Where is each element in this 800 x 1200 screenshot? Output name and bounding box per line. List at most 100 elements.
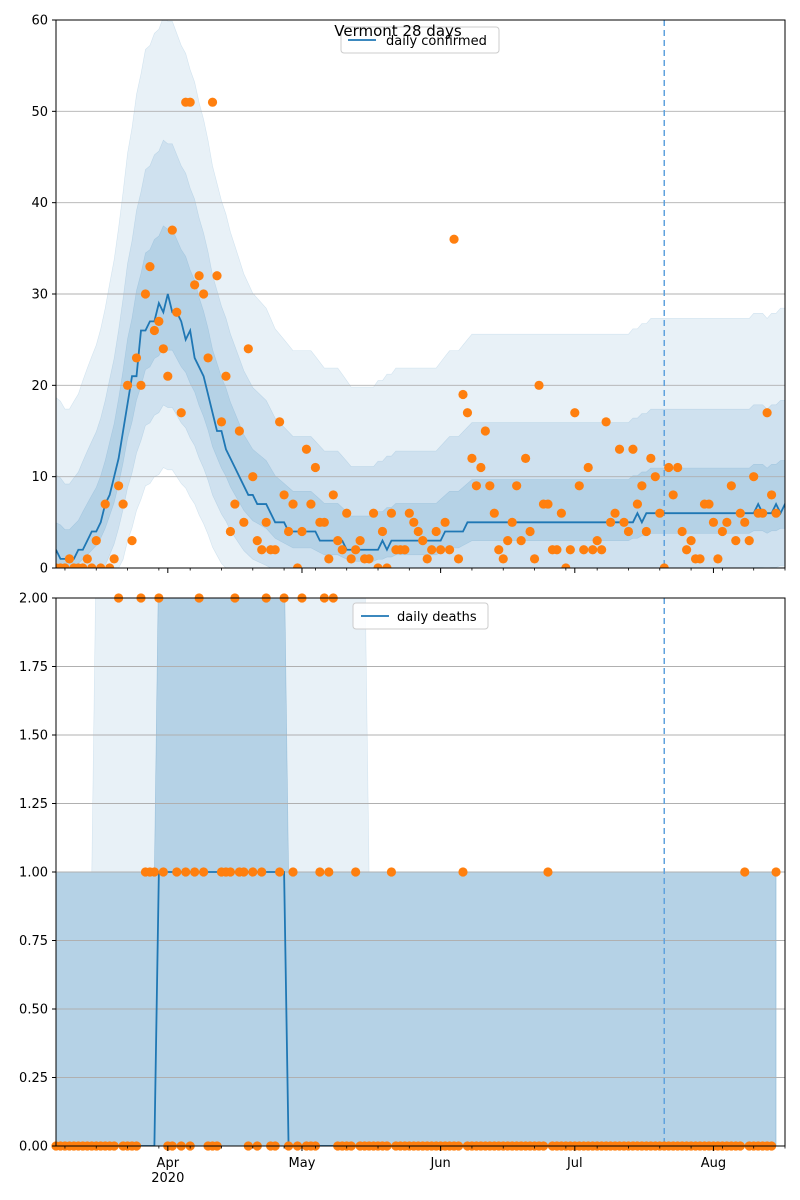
observed-point	[485, 481, 495, 491]
observed-point	[534, 380, 544, 390]
observed-point	[239, 867, 249, 877]
observed-point	[306, 499, 316, 509]
observed-point	[355, 536, 365, 546]
observed-point	[771, 508, 781, 518]
observed-point	[351, 545, 361, 555]
observed-point	[239, 517, 249, 527]
observed-point	[257, 545, 267, 555]
y-tick-label: 0.50	[19, 1003, 48, 1018]
deaths-legend: daily deaths	[352, 602, 489, 630]
observed-point	[722, 517, 732, 527]
x-tick-label: May	[289, 1156, 316, 1171]
observed-point	[230, 499, 240, 509]
observed-point	[704, 499, 714, 509]
observed-point	[404, 508, 414, 518]
observed-point	[623, 526, 634, 537]
observed-point	[409, 517, 419, 527]
chart-title: Vermont 28 days	[334, 22, 462, 40]
observed-point	[342, 508, 352, 518]
observed-point	[212, 271, 222, 281]
y-tick-label: 0.00	[19, 1140, 48, 1155]
observed-point	[458, 389, 468, 400]
observed-point	[198, 289, 209, 299]
observed-point	[646, 453, 656, 463]
observed-point	[64, 554, 75, 564]
observed-point	[257, 867, 267, 877]
confirmed-chart-panel: 0 10 20 30 40 50 60 daily confirmed Vermont 28…	[31, 14, 786, 577]
observed-point	[632, 499, 643, 509]
y-tick-label: 1.00	[19, 866, 48, 881]
observed-point	[283, 526, 294, 537]
observed-point	[275, 417, 285, 427]
observed-point	[561, 563, 571, 568]
observed-point	[762, 408, 772, 418]
observed-point	[373, 563, 383, 568]
observed-point	[382, 563, 392, 568]
observed-point	[601, 417, 611, 427]
observed-point	[731, 536, 741, 546]
observed-point	[565, 545, 575, 555]
observed-point	[543, 499, 553, 509]
y-tick-label: 0	[40, 562, 48, 577]
observed-point	[149, 325, 159, 336]
observed-point	[270, 545, 280, 555]
observed-point	[588, 545, 598, 555]
observed-point	[288, 867, 298, 877]
observed-point	[78, 563, 88, 568]
observed-point	[292, 563, 303, 568]
uncertainty-band	[56, 225, 785, 568]
observed-point	[400, 545, 410, 555]
deaths-legend-box	[352, 602, 489, 630]
observed-point	[686, 536, 696, 546]
observed-point	[158, 344, 168, 354]
observed-point	[386, 508, 397, 518]
observed-point	[498, 554, 508, 564]
observed-point	[216, 417, 227, 427]
deaths-chart-panel: 0.00 0.25 0.50 0.75 1.00 1.25 1.50 1.75 2.00 Apr…	[19, 592, 786, 1186]
observed-point	[597, 545, 607, 555]
confirmed-series-line	[56, 293, 785, 560]
observed-point	[525, 526, 535, 537]
observed-point	[91, 536, 101, 546]
confirmed-observed-points	[56, 97, 781, 568]
deaths-y-axis: 0.00 0.25 0.50 0.75 1.00 1.25 1.50 1.75 2.00	[19, 592, 56, 1155]
observed-point	[766, 490, 777, 500]
observed-point	[708, 517, 719, 527]
observed-point	[503, 536, 513, 546]
observed-point	[494, 545, 504, 555]
confirmed-legend-label: daily confirmed	[386, 34, 487, 49]
observed-point	[453, 554, 464, 564]
deaths-legend-label: daily deaths	[397, 610, 477, 625]
y-tick-label: 1.75	[19, 660, 48, 675]
observed-point	[556, 508, 566, 518]
observed-point	[682, 545, 692, 555]
observed-point	[176, 408, 186, 418]
observed-point	[252, 536, 262, 546]
x-year-label: 2020	[151, 1171, 184, 1186]
deaths-x-axis: Apr May Jun Jul Aug 2020	[64, 1146, 786, 1186]
observed-point	[440, 517, 450, 527]
observed-point	[605, 517, 616, 527]
observed-point	[149, 867, 159, 877]
observed-point	[198, 867, 209, 877]
observed-point	[462, 408, 473, 418]
deaths-uncertainty-bands	[56, 598, 777, 1146]
observed-point	[377, 526, 388, 537]
observed-point	[744, 536, 754, 546]
observed-point	[243, 344, 253, 354]
observed-point	[87, 563, 97, 568]
confirmed-uncertainty-bands	[56, 20, 785, 568]
observed-point	[140, 289, 151, 299]
observed-point	[610, 508, 620, 518]
observed-point	[628, 444, 638, 454]
observed-point	[579, 545, 589, 555]
observed-point	[664, 462, 674, 473]
observed-point	[328, 490, 338, 500]
observed-point	[471, 481, 481, 491]
observed-point	[279, 490, 289, 500]
observed-point	[431, 526, 441, 537]
y-tick-label: 1.50	[19, 729, 48, 744]
observed-point	[351, 867, 361, 877]
y-tick-label: 30	[31, 288, 48, 303]
observed-point	[740, 517, 750, 527]
